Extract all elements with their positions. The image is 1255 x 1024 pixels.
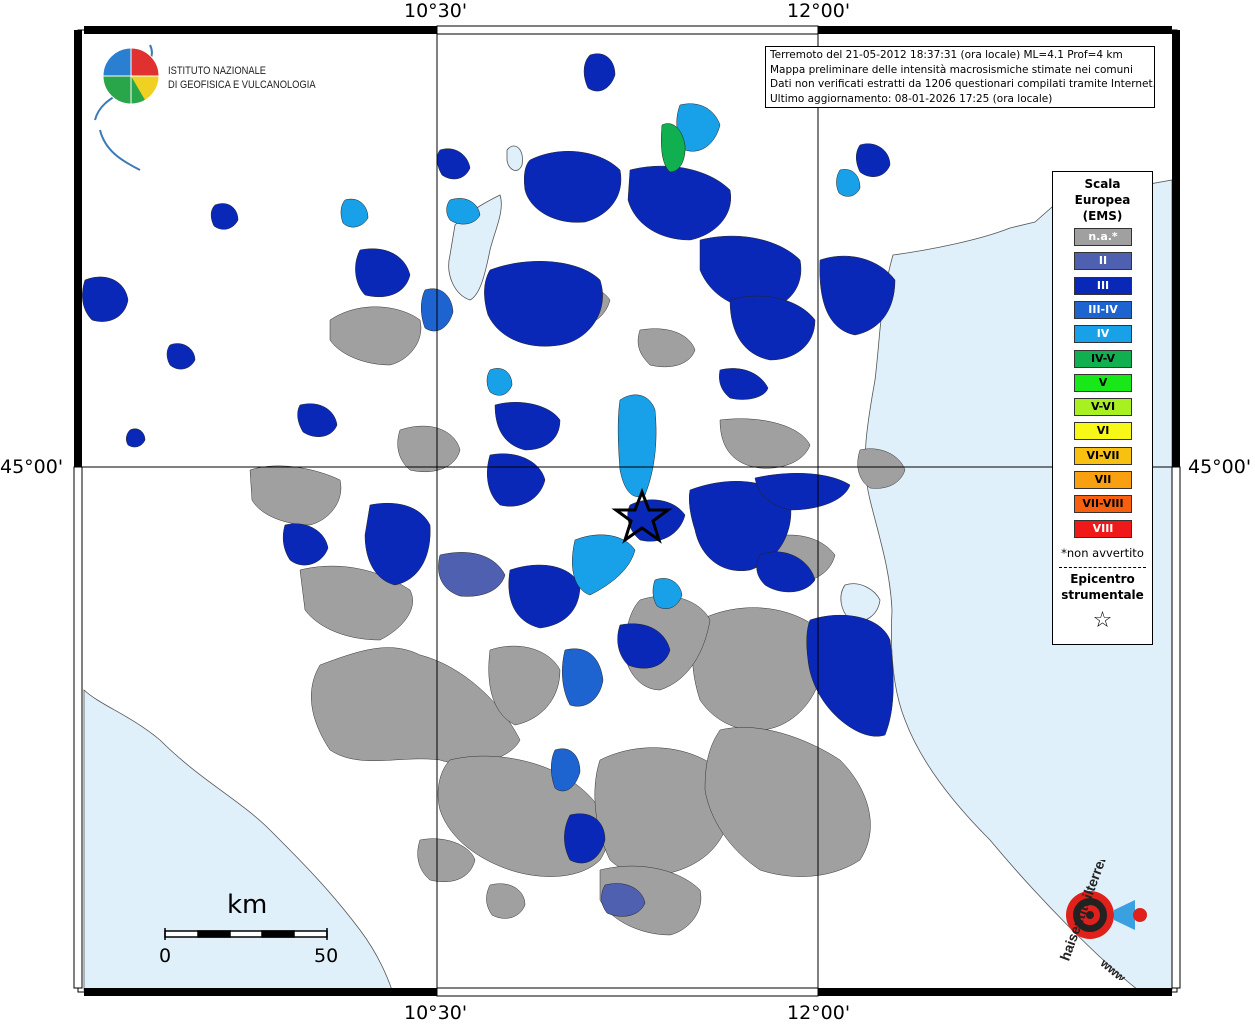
scale-min: 0: [159, 945, 172, 967]
legend-title-line3: (EMS): [1082, 209, 1123, 223]
scale-max: 50: [314, 945, 339, 967]
ingv-logo-icon: [94, 44, 160, 171]
scale-unit: km: [227, 890, 268, 920]
event-info-box: Terremoto del 21-05-2012 18:37:31 (ora l…: [765, 46, 1156, 108]
legend-item: V: [1074, 373, 1132, 392]
legend-item: VIII: [1074, 519, 1132, 538]
legend-title-line2: Europea: [1074, 193, 1131, 207]
scale-bar: [164, 928, 328, 940]
event-info-line3: Dati non verificati estratti da 1206 que…: [770, 78, 1156, 90]
site-logo-www: www.: [1097, 955, 1130, 980]
legend-item: VII-VIII: [1074, 495, 1132, 514]
legend-item: IV: [1074, 325, 1132, 344]
epicenter-star-marker: [611, 487, 673, 544]
legend-item: III: [1074, 276, 1132, 295]
legend-star-icon: ☆: [1092, 608, 1113, 633]
institute-name: ISTITUTO NAZIONALE DI GEOFISICA E VULCAN…: [168, 64, 316, 92]
intensity-legend: Scala Europea (EMS) n.a.* II III III-IV IV IV…: [1052, 171, 1153, 645]
legend-epicenter-label: Epicentro strumentale: [1053, 571, 1152, 603]
lon-label-top-left: 10°30': [404, 0, 468, 22]
lat-label-right: 45°00': [1188, 456, 1252, 478]
legend-epicenter-line1: Epicentro: [1070, 572, 1135, 586]
legend-title-line1: Scala: [1084, 177, 1121, 191]
legend-item: VI-VII: [1074, 446, 1132, 465]
lon-label-bottom-right: 12°00': [787, 1002, 851, 1024]
institute-name-line2: DI GEOFISICA E VULCANOLOGIA: [168, 79, 316, 91]
legend-item: II: [1074, 252, 1132, 271]
municipalities-intensity-IV: [340, 103, 861, 792]
municipalities-intensity-II: [438, 552, 646, 917]
legend-item: III-IV: [1074, 300, 1132, 319]
legend-item: VII: [1074, 471, 1132, 489]
legend-note: *non avvertito: [1061, 546, 1144, 560]
site-logo-icon: haisentitoilterremoto.it www.: [1056, 814, 1147, 987]
municipality-intensity-IV-V: [661, 123, 686, 173]
legend-title: Scala Europea (EMS): [1053, 176, 1152, 224]
legend-item: V-VI: [1074, 398, 1132, 417]
legend-epicenter-line2: strumentale: [1061, 588, 1144, 602]
legend-item: n.a.*: [1074, 228, 1132, 246]
event-info-line4: Ultimo aggiornamento: 08-01-2026 17:25 (…: [770, 92, 1053, 105]
map-frame: [73, 25, 1181, 997]
event-info-line1: Terremoto del 21-05-2012 18:37:31 (ora l…: [770, 49, 1123, 61]
legend-item: IV-V: [1074, 349, 1132, 368]
lon-label-top-right: 12°00': [787, 0, 851, 22]
map-grid: [78, 30, 1177, 992]
lat-label-left: 45°00': [0, 456, 64, 478]
lon-label-bottom-left: 10°30': [404, 1002, 468, 1024]
site-logo: haisentitoilterremoto.it www.: [1030, 814, 1150, 987]
legend-separator: [1059, 567, 1146, 568]
municipalities-intensity-III: [82, 53, 896, 864]
event-info-line2: Mappa preliminare delle intensità macros…: [770, 63, 1133, 76]
institute-name-line1: ISTITUTO NAZIONALE: [168, 65, 267, 77]
legend-item: VI: [1074, 422, 1132, 441]
